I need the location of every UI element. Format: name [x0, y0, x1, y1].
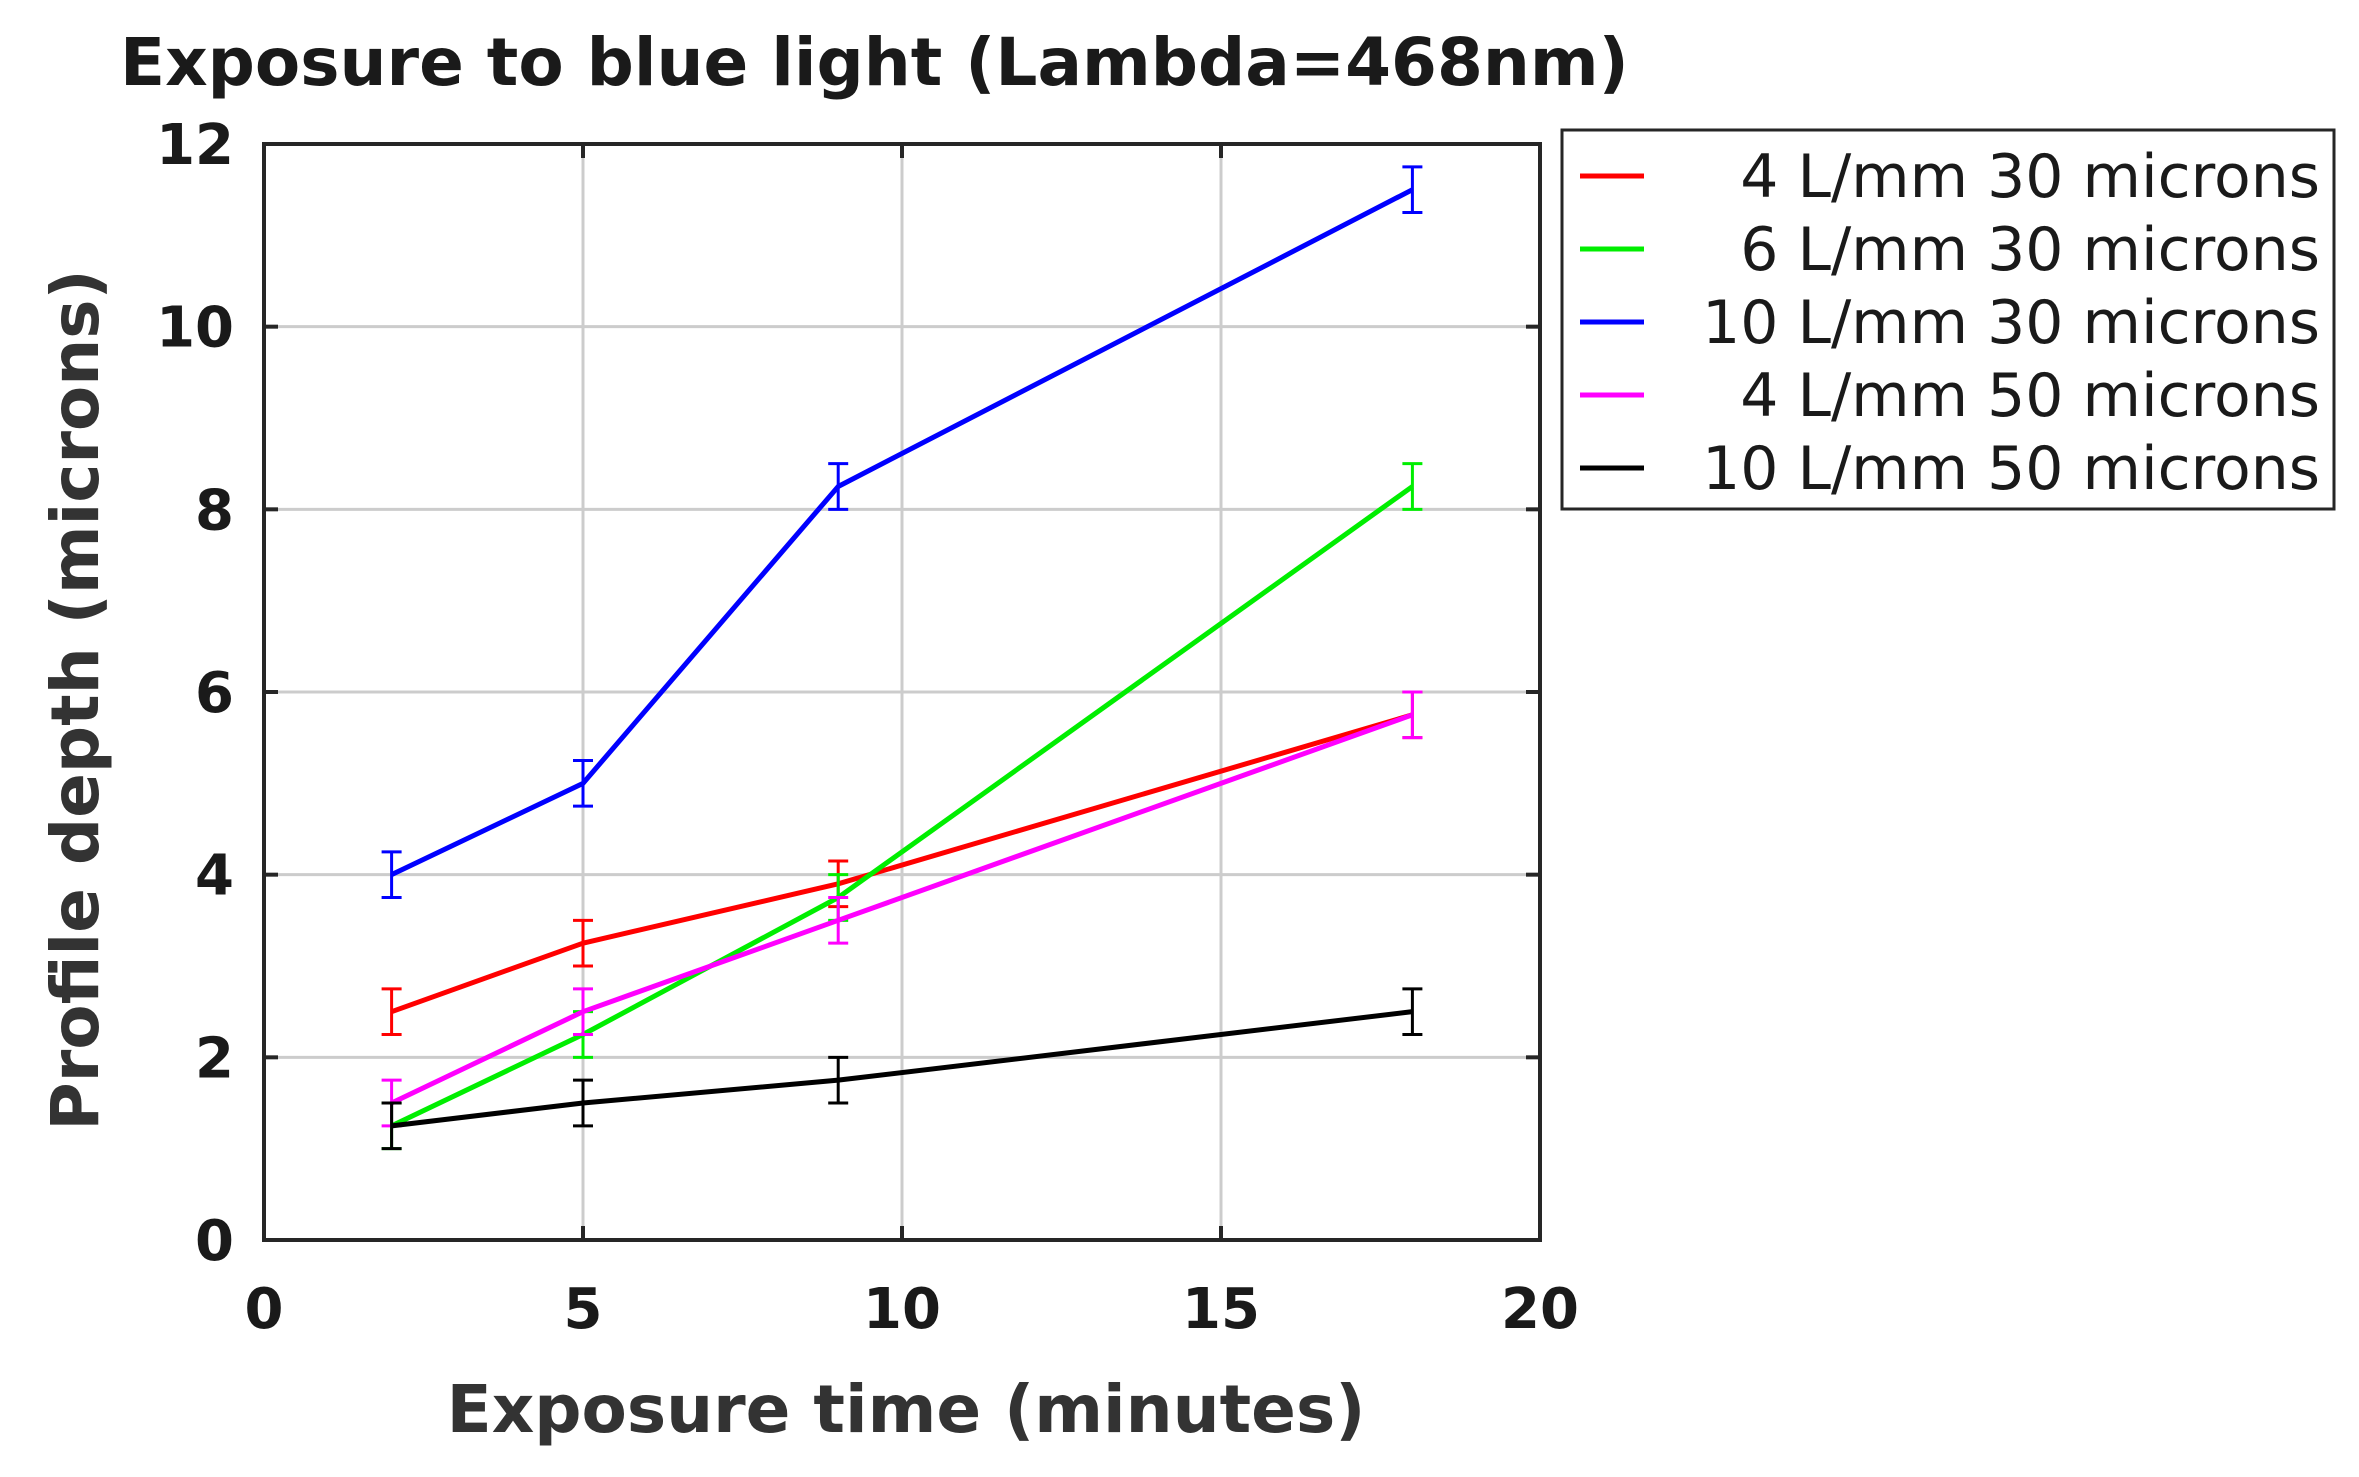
legend-label: 4 L/mm 50 microns	[1740, 361, 2320, 431]
legend-label: 6 L/mm 30 microns	[1740, 215, 2320, 285]
y-tick-label: 2	[195, 1026, 234, 1091]
y-ticks: 0 2 4 6 8 10 12	[156, 113, 1540, 1274]
series-3	[381, 165, 1423, 899]
series-line	[390, 712, 1414, 1106]
x-ticks: 0 5 10 15 20	[245, 144, 1579, 1342]
y-tick-label: 4	[195, 844, 234, 909]
x-tick-label: 20	[1501, 1277, 1579, 1342]
y-tick-label: 6	[195, 661, 234, 726]
y-tick-label: 0	[195, 1209, 234, 1274]
legend-label: 10 L/mm 50 microns	[1702, 434, 2320, 504]
y-tick-label: 8	[195, 478, 234, 543]
x-tick-label: 10	[863, 1277, 941, 1342]
y-tick-label: 12	[156, 113, 234, 178]
series-4	[381, 690, 1423, 1128]
legend-label: 10 L/mm 30 microns	[1702, 288, 2320, 358]
y-axis-label: Profile depth (microns)	[37, 269, 114, 1130]
x-tick-label: 0	[245, 1277, 284, 1342]
series-line	[391, 1009, 1413, 1129]
series-5	[381, 987, 1423, 1151]
y-tick-label: 10	[156, 296, 234, 361]
x-tick-label: 15	[1182, 1277, 1260, 1342]
legend-box	[1560, 128, 2336, 511]
x-axis-label: Exposure time (minutes)	[447, 1371, 1366, 1448]
series-line	[390, 187, 1414, 877]
x-tick-label: 5	[564, 1277, 603, 1342]
plot-frame	[262, 142, 1542, 1242]
chart-title: Exposure to blue light (Lambda=468nm)	[120, 24, 1629, 101]
grid	[264, 144, 1540, 1240]
series-group	[381, 165, 1423, 1151]
legend-label: 4 L/mm 30 microns	[1740, 142, 2320, 212]
series-line	[390, 712, 1414, 1015]
